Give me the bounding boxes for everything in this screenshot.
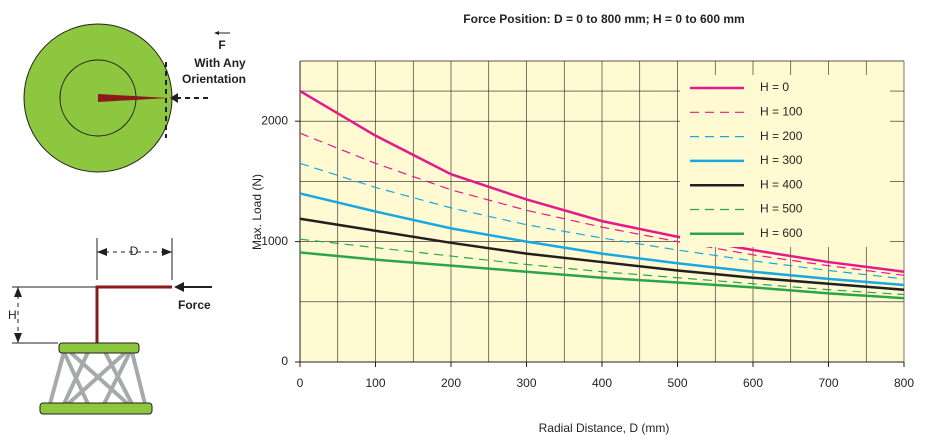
h-label: H <box>8 308 17 322</box>
legend-label: H = 600 <box>760 226 803 240</box>
force-text: Force <box>178 298 211 312</box>
series-line <box>299 132 905 276</box>
x-tick-label: 700 <box>818 376 838 390</box>
series-line <box>299 251 905 300</box>
y-tick-label: 1000 <box>261 234 288 248</box>
x-axis-label: Radial Distance, D (mm) <box>539 421 670 435</box>
top-diagram: F With Any Orientation <box>23 23 246 173</box>
legend-label: H = 400 <box>760 177 803 191</box>
arrow-head <box>174 282 184 292</box>
series-line <box>299 162 905 280</box>
y-axis-label: Max. Load (N) <box>250 174 264 250</box>
force-label: F <box>218 38 225 52</box>
legend-label: H = 0 <box>760 80 789 94</box>
x-tick-label: 300 <box>516 376 536 390</box>
x-tick-label: 500 <box>667 376 687 390</box>
arrow-head <box>214 31 219 35</box>
legend-label: H = 200 <box>760 129 803 143</box>
legend-label: H = 300 <box>760 153 803 167</box>
bottom-diagram: D H Force <box>8 238 212 415</box>
x-tick-label: 100 <box>365 376 385 390</box>
orientation-label: Orientation <box>182 72 246 86</box>
legend-label: H = 100 <box>760 104 803 118</box>
x-tick-label: 200 <box>441 376 461 390</box>
orientation-label: With Any <box>194 56 246 70</box>
chart: Force Position: D = 0 to 800 mm; H = 0 t… <box>250 12 914 435</box>
legend: H = 0 H = 100 H = 200 H = 300 H = 400 H = 500… <box>680 75 890 247</box>
series-line <box>299 192 905 287</box>
x-tick-label: 400 <box>592 376 612 390</box>
x-tick-label: 600 <box>743 376 763 390</box>
needle <box>98 94 168 102</box>
arrow-head <box>97 248 107 256</box>
arrow-head <box>170 93 178 103</box>
y-tick-label: 0 <box>281 354 288 368</box>
base-plate <box>39 402 153 415</box>
lever <box>95 285 172 343</box>
chart-title: Force Position: D = 0 to 800 mm; H = 0 t… <box>463 12 744 26</box>
x-tick-label: 0 <box>297 376 304 390</box>
arrow-head <box>14 333 22 343</box>
series-line <box>299 238 905 296</box>
y-tick-label: 2000 <box>261 113 288 127</box>
series-line <box>299 217 905 292</box>
arrow-head <box>162 248 172 256</box>
struts <box>48 350 147 406</box>
series-line <box>299 90 905 273</box>
arrow-head <box>14 287 22 297</box>
x-tick-label: 800 <box>894 376 914 390</box>
top-plate <box>58 342 140 354</box>
legend-label: H = 500 <box>760 202 803 216</box>
d-label: D <box>130 244 139 258</box>
